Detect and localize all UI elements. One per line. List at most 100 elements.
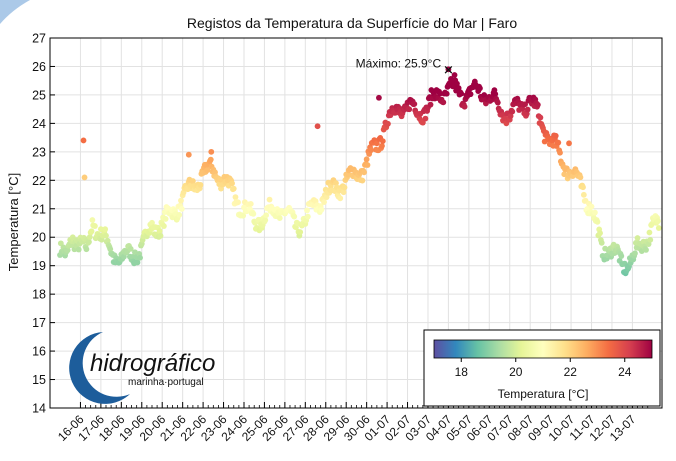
data-point [127,245,134,252]
data-point [318,206,325,213]
y-tick-label: 19 [32,259,46,273]
colorbar-legend: 18 20 22 24 Temperatura [°C] [423,329,661,407]
hidrografico-logo: hidrográfico marinha·portugal [69,332,215,404]
data-point [262,217,269,224]
y-tick-label: 14 [32,402,46,416]
colorbar-tick-label: 22 [564,365,578,379]
data-point-outlier [566,140,572,147]
data-point [643,246,649,253]
data-point [588,203,595,210]
data-point [137,254,143,261]
logo-name: hidrográfico [90,350,215,377]
data-point [454,80,460,87]
data-point [88,228,95,235]
data-point [134,259,141,266]
data-point [379,138,386,145]
data-point-outlier [376,94,382,101]
data-point [230,185,237,192]
data-point [477,85,483,92]
data-point [86,239,92,245]
data-point-outlier [445,66,452,73]
y-tick-label: 16 [32,345,46,359]
data-point [92,223,98,229]
data-points [57,66,662,277]
colorbar-strip [433,339,653,359]
data-point [406,106,413,113]
corner-swoosh-decoration [0,0,30,24]
data-point [321,199,327,205]
data-point [340,189,347,196]
data-point [207,156,214,163]
data-point [379,142,385,149]
data-point [655,225,662,231]
data-point [411,101,418,107]
data-point-outlier [208,148,215,155]
data-point [232,194,239,201]
data-point [161,223,167,229]
data-point [436,90,443,97]
y-tick-label: 17 [32,316,46,330]
data-point [235,199,241,206]
data-point [247,200,254,207]
data-point [440,99,447,106]
max-annotation: Máximo: 25.9°C ✕ [356,56,454,77]
data-point [552,132,559,139]
data-point [266,196,273,203]
data-point [373,140,380,147]
data-point [250,210,257,217]
colorbar-tick-label: 20 [509,365,523,379]
data-point [240,212,247,219]
data-point [178,206,185,212]
y-tick-label: 23 [32,145,46,159]
y-tick-label: 24 [32,117,46,131]
data-point [89,217,96,223]
data-point [304,207,310,214]
data-point [597,230,603,237]
data-point [304,213,311,220]
data-point [229,180,235,187]
data-point [176,212,183,218]
y-tick-label: 27 [32,32,46,46]
data-point [492,91,499,97]
data-point [592,209,598,216]
data-point [323,194,330,201]
data-point-outlier [185,151,192,158]
data-point [276,215,283,222]
logo-subtitle: marinha·portugal [128,377,204,388]
plot-frame [49,37,663,409]
y-axis-label: Temperatura [°C] [6,173,21,271]
y-tick-label: 18 [32,288,46,302]
data-point [263,212,270,219]
data-point [618,253,625,259]
data-point [646,229,653,236]
y-tick-label: 20 [32,231,46,245]
colorbar-tick-label: 18 [455,365,469,379]
data-point [461,103,468,110]
data-point [64,247,71,254]
data-point [363,156,370,163]
chart-title: Registos da Temperatura da Superfície do… [187,15,517,31]
max-annotation-label: Máximo: 25.9°C [356,56,442,70]
data-point [557,149,563,156]
data-point [75,246,82,253]
data-point [359,177,366,184]
data-point [341,184,348,191]
data-point [86,234,93,240]
colorbar-tick-label: 24 [618,365,632,379]
data-point [361,169,367,176]
data-point [385,120,391,127]
data-point [204,167,211,173]
data-point [129,253,136,260]
data-point [458,90,465,97]
data-point [577,174,584,181]
data-point [594,218,601,225]
y-tick-label: 15 [32,373,46,387]
data-point [524,106,531,113]
data-point [580,184,586,191]
data-point [422,115,429,122]
data-point [156,228,163,234]
data-point [107,246,114,253]
y-tick-label: 22 [32,174,46,188]
